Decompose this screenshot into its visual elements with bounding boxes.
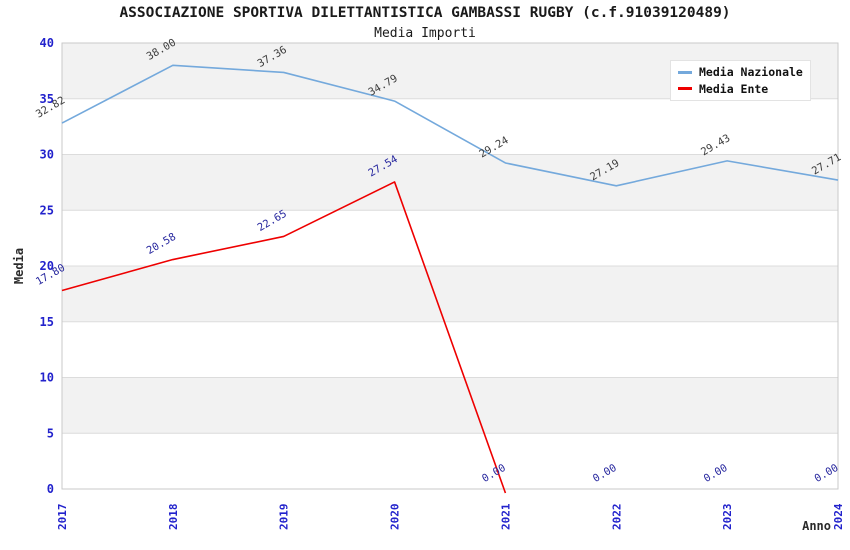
legend-entry-media-ente: Media Ente xyxy=(671,82,810,96)
x-tick-label: 2020 xyxy=(389,504,402,531)
x-tick-label: 2021 xyxy=(499,503,512,530)
y-axis-label: Media xyxy=(12,248,26,284)
legend-label: Media Ente xyxy=(699,81,769,96)
legend-line-swatch-blue xyxy=(678,70,692,74)
y-tick-label: 25 xyxy=(40,203,54,217)
data-label: 0.00 xyxy=(480,462,508,485)
chart-subtitle: Media Importi xyxy=(374,26,476,41)
plot-band xyxy=(62,266,838,322)
y-tick-label: 5 xyxy=(47,426,54,440)
x-tick-label: 2023 xyxy=(721,504,734,531)
y-tick-label: 15 xyxy=(40,315,54,329)
plot-border xyxy=(61,42,839,490)
plot-band xyxy=(62,377,838,434)
series-line-media-ente xyxy=(61,181,507,494)
legend-entry-media-nazionale: Media Nazionale xyxy=(671,65,810,79)
legend: Media Nazionale Media Ente xyxy=(670,60,811,101)
y-tick-label: 0 xyxy=(47,482,54,496)
legend-line-swatch-red xyxy=(678,87,692,91)
chart-title: ASSOCIAZIONE SPORTIVA DILETTANTISTICA GA… xyxy=(119,5,731,21)
data-label: 0.00 xyxy=(813,462,841,485)
y-tick-label: 35 xyxy=(40,92,54,106)
legend-label: Media Nazionale xyxy=(699,65,803,80)
y-tick-label: 30 xyxy=(40,148,54,162)
y-tick-label: 10 xyxy=(40,371,54,385)
x-tick-label: 2019 xyxy=(278,504,291,531)
x-tick-label: 2018 xyxy=(167,504,180,531)
data-label: 0.00 xyxy=(702,462,730,485)
y-tick-label: 20 xyxy=(40,259,54,273)
data-label: 20.58 xyxy=(145,231,178,257)
x-tick-label: 2024 xyxy=(832,503,845,530)
x-axis-label: Anno xyxy=(802,519,831,533)
x-tick-label: 2022 xyxy=(610,504,623,531)
data-label: 0.00 xyxy=(591,462,619,485)
plot-band xyxy=(62,154,838,211)
data-label: 22.65 xyxy=(256,208,289,234)
x-tick-label: 2017 xyxy=(56,504,69,531)
y-tick-label: 40 xyxy=(40,36,54,50)
series-line-media-nazionale xyxy=(61,64,839,187)
